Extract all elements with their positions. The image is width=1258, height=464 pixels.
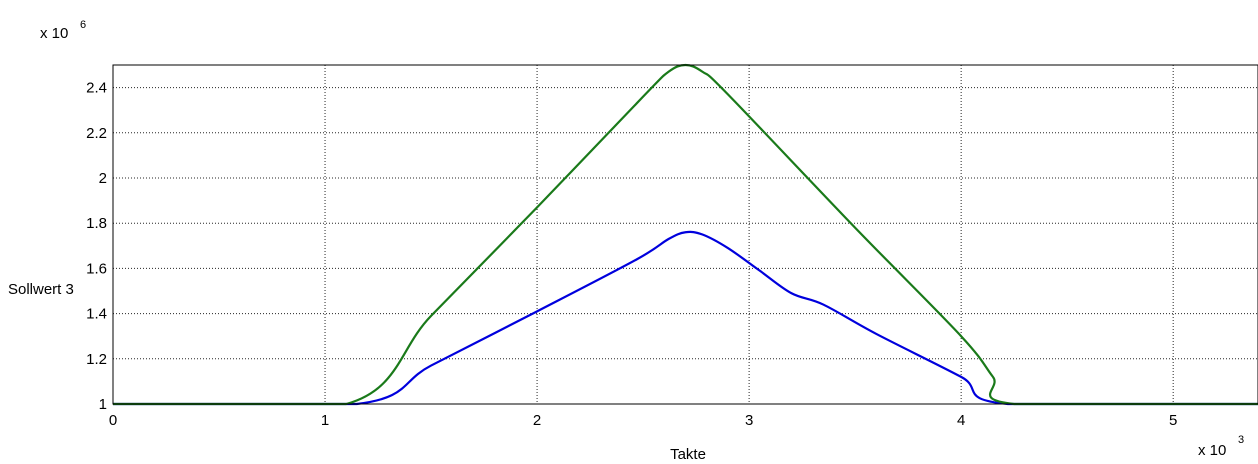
x-tick-label: 4: [957, 412, 965, 429]
x-tick-label: 0: [109, 412, 117, 429]
y-tick-label: 2: [99, 170, 107, 187]
y-axis-label: Sollwert 3: [8, 281, 74, 298]
y-tick-label: 1.8: [86, 215, 107, 232]
x-tick-label: 2: [533, 412, 541, 429]
x-tick-label: 1: [321, 412, 329, 429]
y-tick-label: 1.2: [86, 351, 107, 368]
x-axis-label: Takte: [670, 446, 706, 463]
y-tick-label: 2.2: [86, 125, 107, 142]
x-multiplier-exponent: 3: [1238, 434, 1244, 446]
series-line-2: [112, 63, 1258, 406]
y-tick-label: 1.6: [86, 260, 107, 277]
y-tick-label: 1.4: [86, 306, 107, 323]
plot-area-frame: [112, 64, 1258, 405]
x-multiplier-base: x 10: [1198, 442, 1226, 459]
series-lines: [112, 63, 1258, 406]
grid: [113, 65, 1258, 404]
x-tick-label: 3: [745, 412, 753, 429]
y-multiplier: x 10 6: [40, 19, 86, 42]
y-multiplier-base: x 10: [40, 25, 68, 42]
series-line-1: [112, 230, 1258, 406]
y-multiplier-exponent: 6: [80, 19, 86, 31]
x-tick-label: 5: [1169, 412, 1177, 429]
y-tick-label: 1: [99, 396, 107, 413]
y-tick-label: 2.4: [86, 80, 107, 97]
y-tick-labels: 1 1.2 1.4 1.6 1.8 2 2.2 2.4: [86, 80, 107, 413]
x-multiplier: x 10 3: [1198, 434, 1244, 459]
x-tick-labels: 0 1 2 3 4 5: [109, 412, 1178, 429]
